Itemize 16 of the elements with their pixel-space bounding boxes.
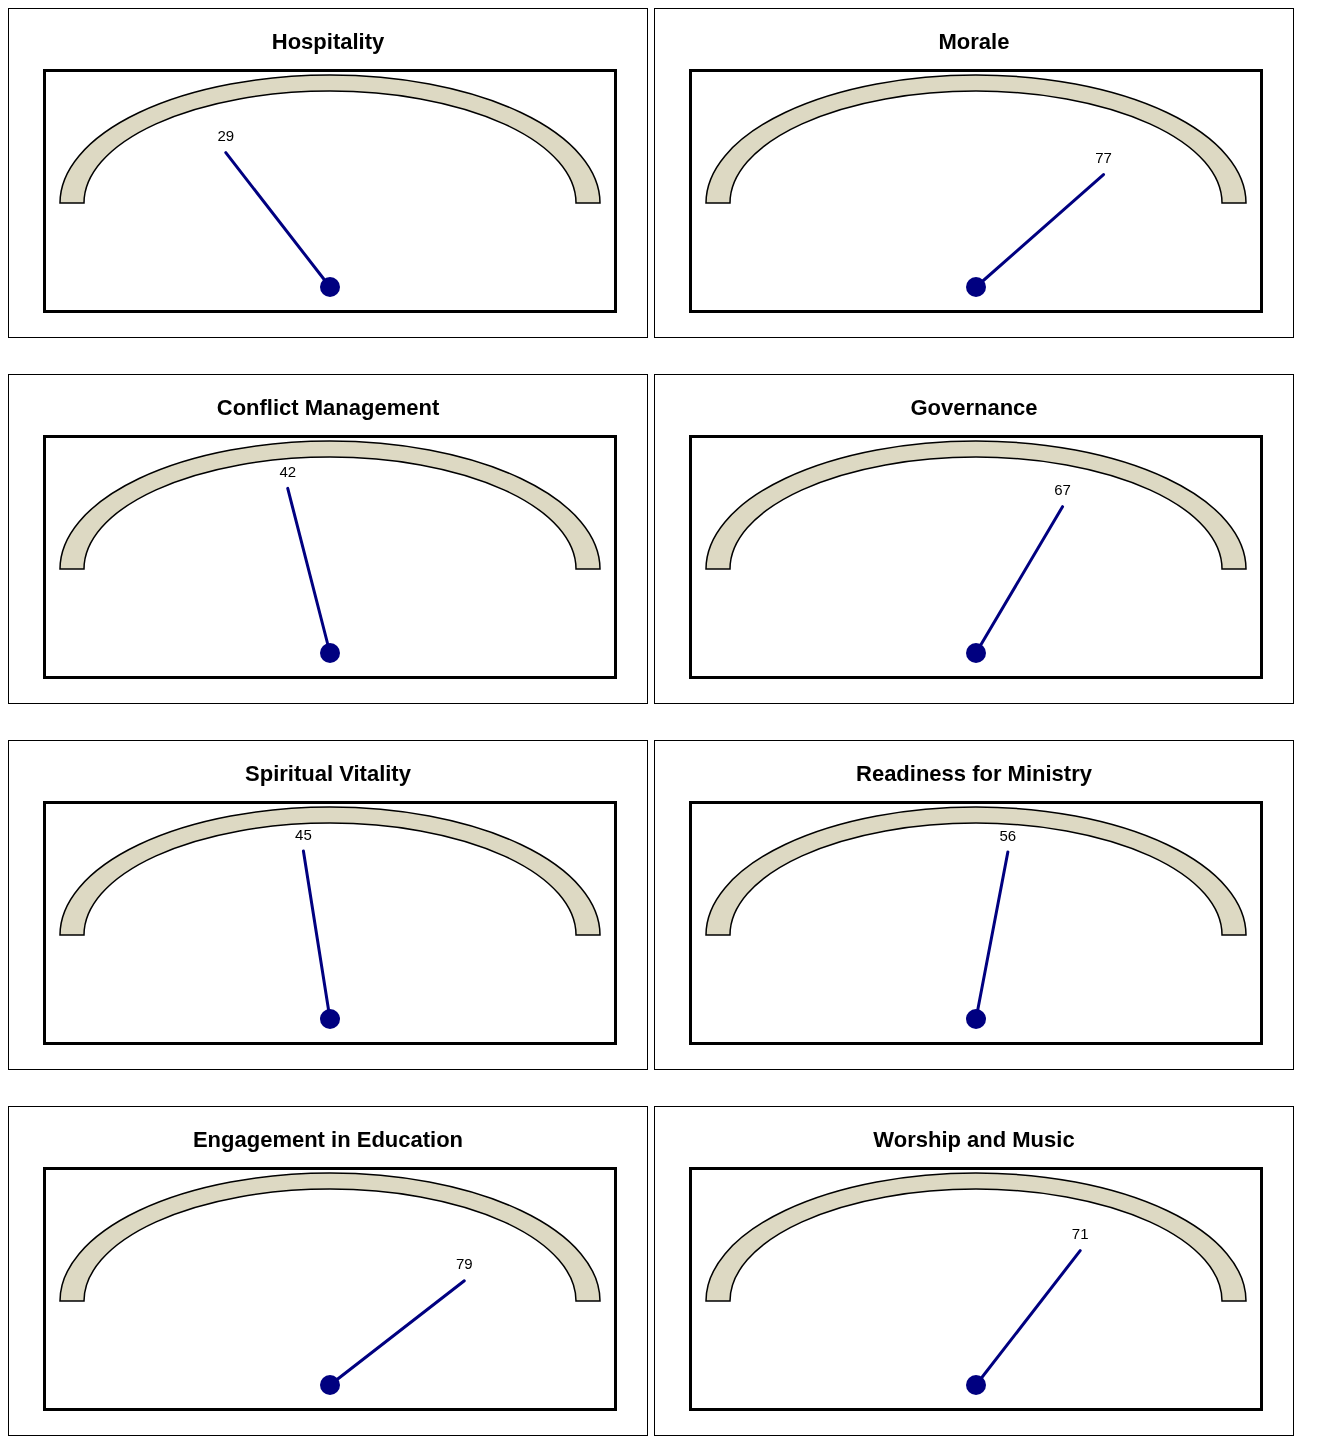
data-label: 42 <box>279 462 297 480</box>
data-label: 56 <box>999 826 1017 844</box>
data-label: 67 <box>1054 481 1071 499</box>
data-label: 71 <box>1071 1225 1089 1243</box>
text: Conflict Management <box>215 395 441 422</box>
text: Governance <box>909 395 1039 422</box>
text: Spiritual Vitality <box>244 761 412 788</box>
data-label: 29 <box>217 127 235 145</box>
text: Readiness for Ministry <box>855 761 1093 788</box>
text: Worship and Music <box>872 1127 1076 1154</box>
text: Engagement in Education <box>191 1127 465 1154</box>
data-label: 79 <box>455 1255 473 1273</box>
text: Hospitality <box>270 29 386 56</box>
data-label: 77 <box>1095 149 1112 167</box>
text: Morale <box>937 29 1011 56</box>
data-label: 45 <box>295 825 312 843</box>
